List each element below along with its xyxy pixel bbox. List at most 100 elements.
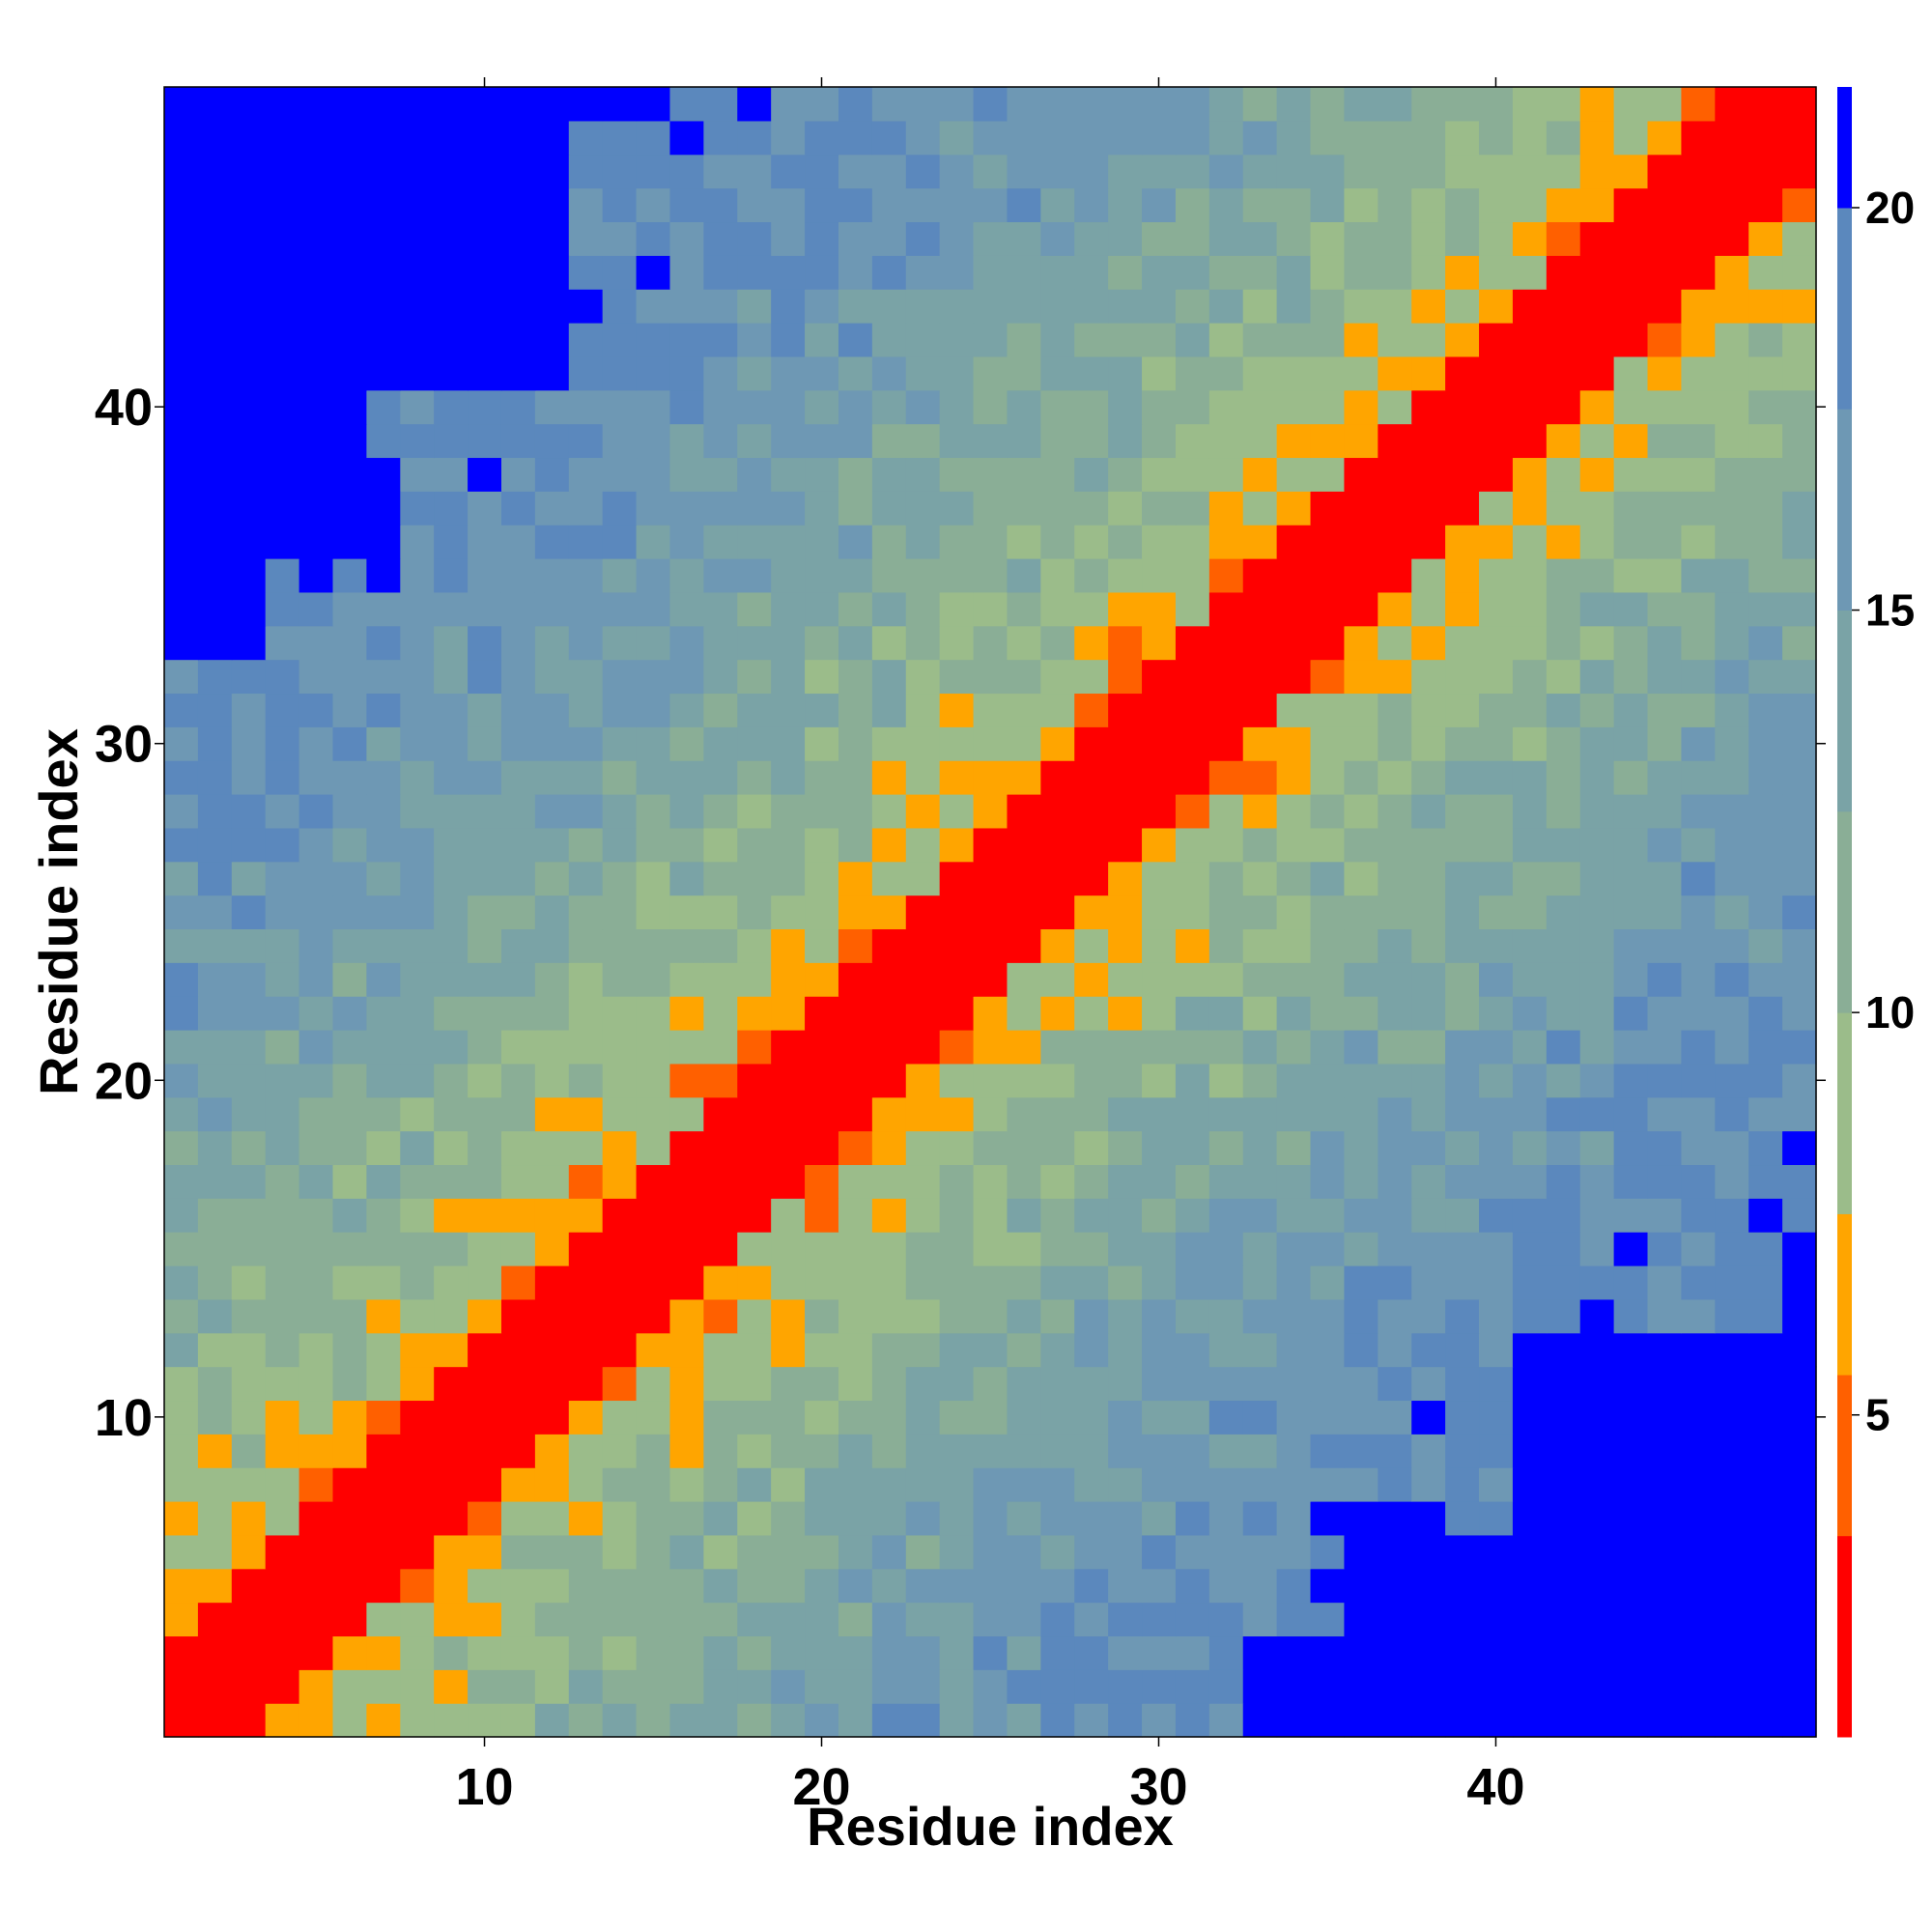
heatmap-cell xyxy=(1479,120,1514,156)
heatmap-cell xyxy=(771,659,806,695)
heatmap-cell xyxy=(1613,1434,1649,1468)
heatmap-cell xyxy=(1681,693,1716,727)
heatmap-cell xyxy=(434,625,469,661)
heatmap-cell xyxy=(1074,1164,1109,1199)
heatmap-cell xyxy=(1175,1063,1210,1098)
heatmap-cell xyxy=(1579,1534,1615,1570)
heatmap-cell xyxy=(1310,1467,1346,1502)
heatmap-cell xyxy=(1445,1164,1480,1199)
heatmap-cell xyxy=(1108,87,1143,122)
heatmap-cell xyxy=(1681,625,1716,661)
heatmap-cell xyxy=(1310,895,1346,930)
heatmap-cell xyxy=(1715,1501,1749,1536)
heatmap-cell xyxy=(1613,895,1649,930)
heatmap-cell xyxy=(231,1635,267,1670)
heatmap-cell xyxy=(1040,659,1075,695)
heatmap-cell xyxy=(838,558,873,593)
heatmap-cell xyxy=(1546,323,1581,357)
heatmap-cell xyxy=(669,591,704,627)
heatmap-cell xyxy=(973,187,1009,223)
heatmap-cell xyxy=(1344,1298,1378,1334)
heatmap-cell xyxy=(973,120,1009,156)
heatmap-cell xyxy=(468,457,502,492)
heatmap-cell xyxy=(1546,861,1581,896)
heatmap-cell xyxy=(1040,525,1075,559)
heatmap-cell xyxy=(468,895,502,930)
heatmap-cell xyxy=(1445,1501,1480,1536)
heatmap-cell xyxy=(1411,187,1446,223)
heatmap-cell xyxy=(871,1635,907,1670)
heatmap-cell xyxy=(298,1198,334,1233)
heatmap-cell xyxy=(366,154,401,189)
heatmap-cell xyxy=(838,1434,873,1468)
heatmap-cell xyxy=(197,1635,233,1670)
heatmap-cell xyxy=(1142,154,1177,189)
heatmap-cell xyxy=(164,1198,199,1233)
heatmap-cell xyxy=(973,221,1009,256)
heatmap-cell xyxy=(1782,591,1817,627)
heatmap-cell xyxy=(1242,423,1278,459)
heatmap-cell xyxy=(737,827,772,863)
heatmap-cell xyxy=(602,423,638,459)
heatmap-cell xyxy=(298,962,334,997)
heatmap-cell xyxy=(771,221,806,256)
heatmap-cell xyxy=(771,87,806,122)
heatmap-cell xyxy=(1242,1703,1278,1738)
heatmap-cell xyxy=(1748,1568,1783,1604)
heatmap-cell xyxy=(871,1298,907,1334)
heatmap-cell xyxy=(1142,895,1177,930)
heatmap-cell xyxy=(1142,87,1177,122)
heatmap-cell xyxy=(1108,1232,1143,1266)
heatmap-cell xyxy=(1546,1400,1581,1435)
heatmap-cell xyxy=(1546,962,1581,997)
heatmap-cell xyxy=(231,558,267,593)
heatmap-cell xyxy=(197,928,233,963)
heatmap-cell xyxy=(703,1030,738,1065)
heatmap-cell xyxy=(805,457,839,492)
heatmap-cell xyxy=(197,1669,233,1704)
heatmap-cell xyxy=(805,760,839,795)
heatmap-cell xyxy=(231,861,267,896)
heatmap-cell xyxy=(1579,1669,1615,1704)
heatmap-cell xyxy=(1344,827,1378,863)
heatmap-cell xyxy=(197,1534,233,1570)
heatmap-cell xyxy=(1748,1501,1783,1536)
heatmap-cell xyxy=(1378,120,1412,156)
heatmap-cell xyxy=(332,1063,367,1098)
heatmap-cell xyxy=(737,1602,772,1637)
heatmap-cell xyxy=(1007,760,1041,795)
heatmap-cell xyxy=(939,221,975,256)
heatmap-cell xyxy=(1344,625,1378,661)
heatmap-cell xyxy=(568,1703,604,1738)
heatmap-cell xyxy=(1344,1400,1378,1435)
heatmap-cell xyxy=(1208,120,1244,156)
heatmap-cell xyxy=(468,1467,502,1502)
heatmap-cell xyxy=(703,625,738,661)
heatmap-cell xyxy=(871,1030,907,1065)
heatmap-cell xyxy=(1310,659,1346,695)
heatmap-cell xyxy=(1007,1096,1041,1132)
heatmap-cell xyxy=(1175,1298,1210,1334)
heatmap-cell xyxy=(1344,1030,1378,1065)
heatmap-cell xyxy=(1310,794,1346,829)
heatmap-cell xyxy=(468,625,502,661)
heatmap-cell xyxy=(197,1501,233,1536)
heatmap-cell xyxy=(265,895,300,930)
heatmap-cell xyxy=(1411,1164,1446,1199)
heatmap-cell xyxy=(1411,255,1446,290)
heatmap-cell xyxy=(771,895,806,930)
heatmap-cell xyxy=(1445,1232,1480,1266)
heatmap-cell xyxy=(197,221,233,256)
heatmap-cell xyxy=(265,1130,300,1166)
heatmap-cell xyxy=(871,1467,907,1502)
heatmap-cell xyxy=(1411,355,1446,391)
heatmap-cell xyxy=(871,1265,907,1300)
heatmap-cell xyxy=(568,693,604,727)
heatmap-cell xyxy=(1007,323,1041,357)
heatmap-cell xyxy=(602,255,638,290)
heatmap-cell xyxy=(1208,558,1244,593)
heatmap-cell xyxy=(1175,457,1210,492)
heatmap-cell xyxy=(1378,1030,1412,1065)
heatmap-cell xyxy=(703,289,738,324)
heatmap-cell xyxy=(838,760,873,795)
